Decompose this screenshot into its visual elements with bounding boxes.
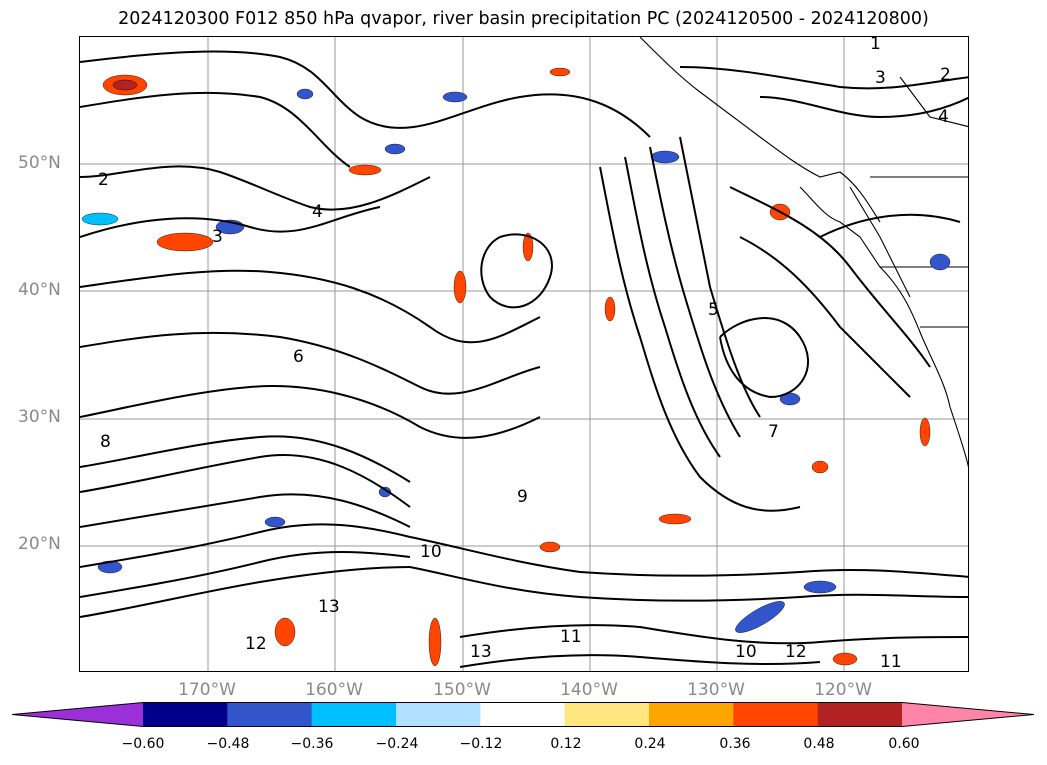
colorbar-tick: −0.36 [290, 736, 334, 752]
colorbar-tick: 0.24 [634, 736, 666, 752]
contour-label: 11 [560, 627, 582, 647]
contour-label: 3 [875, 68, 886, 88]
contour-label: 6 [293, 347, 304, 367]
colorbar-segment [396, 702, 481, 727]
lon-label-140w: 140°W [560, 680, 618, 700]
colorbar-segments [12, 702, 1034, 727]
contour-label: 4 [312, 202, 323, 222]
contour-label: 2 [940, 65, 951, 85]
lon-label-170w: 170°W [178, 680, 236, 700]
colorbar-segment [564, 702, 650, 727]
lat-label-30n: 30°N [18, 407, 61, 427]
coastline [639, 37, 968, 468]
colorbar-tick: −0.60 [121, 736, 165, 752]
lon-label-150w: 150°W [433, 680, 491, 700]
lat-label-50n: 50°N [18, 153, 61, 173]
precip-patches [81, 67, 951, 667]
map-panel: 1 2 3 4 2 3 4 5 6 7 8 9 10 11 12 13 10 1… [79, 36, 969, 672]
colorbar-tick: −0.12 [459, 736, 503, 752]
colorbar-extend-high [902, 702, 1034, 727]
contour-label: 2 [98, 170, 109, 190]
colorbar-segment [311, 702, 397, 727]
contour-labels: 1 2 3 4 2 3 4 5 6 7 8 9 10 11 12 13 10 1… [98, 37, 951, 672]
lat-label-20n: 20°N [18, 534, 61, 554]
contour-label: 7 [768, 422, 779, 442]
lon-label-130w: 130°W [687, 680, 745, 700]
contour-label: 10 [735, 642, 757, 662]
contour-label: 3 [212, 227, 223, 247]
contour-label: 11 [880, 652, 902, 672]
map-title: 2024120300 F012 850 hPa qvapor, river ba… [118, 9, 929, 29]
colorbar-tick: −0.48 [206, 736, 250, 752]
contour-label: 12 [245, 634, 267, 654]
colorbar-tick: −0.24 [375, 736, 419, 752]
contour-label: 10 [420, 542, 442, 562]
colorbar-segment [733, 702, 819, 727]
colorbar-tick: 0.36 [719, 736, 751, 752]
contour-label: 4 [938, 107, 949, 127]
colorbar [12, 702, 1035, 727]
map-canvas: 1 2 3 4 2 3 4 5 6 7 8 9 10 11 12 13 10 1… [80, 37, 968, 672]
contour-label: 13 [318, 597, 340, 617]
colorbar-segment [649, 702, 734, 727]
contour-label: 5 [708, 300, 719, 320]
lon-label-160w: 160°W [305, 680, 363, 700]
colorbar-segment [480, 702, 566, 727]
contour-label: 8 [100, 432, 111, 452]
colorbar-segment [817, 702, 903, 727]
lon-label-120w: 120°W [814, 680, 872, 700]
colorbar-segment [227, 702, 313, 727]
graticule [80, 37, 968, 671]
contour-label: 1 [870, 37, 881, 54]
colorbar-tick: 0.48 [803, 736, 835, 752]
lat-label-40n: 40°N [18, 280, 61, 300]
colorbar-segment [143, 702, 228, 727]
colorbar-extend-low [12, 702, 143, 727]
colorbar-tick: 0.60 [888, 736, 920, 752]
contour-label: 9 [517, 487, 528, 507]
contour-lines [80, 50, 968, 668]
contour-label: 13 [470, 642, 492, 662]
contour-label: 12 [785, 642, 807, 662]
colorbar-tick: 0.12 [550, 736, 582, 752]
